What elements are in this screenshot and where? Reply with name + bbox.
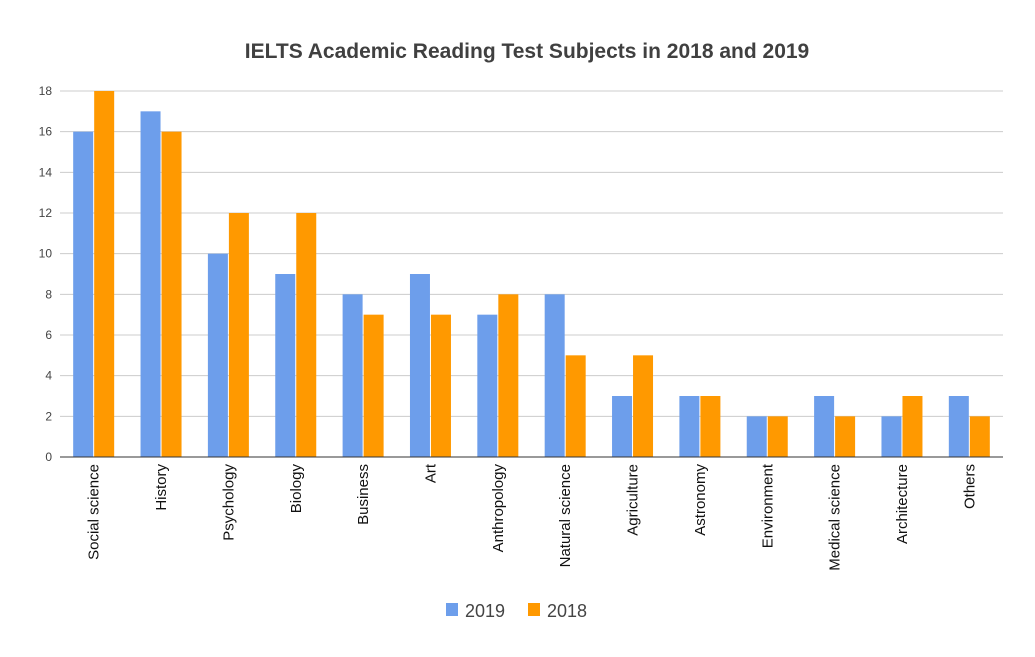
bar-2018-medical-science [835,416,856,457]
x-tick-label: Psychology [220,464,237,541]
x-tick-label: Environment [759,463,776,548]
bar-2018-natural-science [565,355,586,457]
y-tick-label: 8 [45,287,52,301]
bar-2019-medical-science [814,396,835,457]
bar-2019-art [409,274,430,457]
y-tick-label: 6 [45,328,52,342]
y-tick-label: 0 [45,450,52,464]
x-tick-label: Medical science [827,464,844,571]
bar-2019-biology [275,274,296,457]
y-tick-label: 16 [39,125,53,139]
x-tick-label: Agriculture [625,464,642,536]
legend-label-2018: 2018 [547,601,587,621]
legend-swatch-2018 [528,603,540,616]
bar-2019-business [342,294,363,457]
x-axis-ticks: Social science History Psychology Biology Bu… [86,463,979,571]
bar-2018-history [161,131,182,457]
legend-label-2019: 2019 [465,601,505,621]
bar-2018-psychology [228,213,249,457]
x-tick-label: Social science [86,464,103,560]
bar-2019-architecture [881,416,902,457]
x-tick-label: Art [422,463,439,483]
bar-2018-social-science [94,91,115,457]
bar-2018-architecture [902,396,923,457]
y-tick-label: 14 [39,165,53,179]
bar-2019-history [140,111,161,457]
x-tick-label: Others [961,464,978,509]
bar-2018-business [363,314,384,457]
x-tick-label: Biology [288,464,305,514]
legend: 2019 2018 [446,601,587,621]
bars [73,91,990,457]
bar-2018-environment [767,416,788,457]
y-tick-label: 12 [39,206,53,220]
bar-2019-social-science [73,131,94,457]
y-tick-label: 10 [39,247,53,261]
bar-2019-environment [746,416,767,457]
x-tick-label: Business [355,464,372,525]
x-tick-label: Architecture [894,464,911,544]
chart-title: IELTS Academic Reading Test Subjects in … [245,40,809,63]
x-tick-label: History [153,464,170,511]
legend-swatch-2019 [446,603,458,616]
bar-2018-biology [296,213,317,457]
bar-2019-agriculture [612,396,633,457]
y-axis-ticks: 0 2 4 6 8 10 12 14 16 18 [39,84,53,464]
bar-2018-art [430,314,451,457]
bar-2019-natural-science [544,294,565,457]
x-tick-label: Anthropology [490,464,507,553]
y-tick-label: 2 [45,409,52,423]
y-tick-label: 18 [39,84,53,98]
bar-2019-anthropology [477,314,498,457]
y-tick-label: 4 [45,369,52,383]
bar-2018-agriculture [633,355,654,457]
x-tick-label: Astronomy [692,464,709,536]
bar-2018-anthropology [498,294,519,457]
bar-2018-others [969,416,990,457]
bar-2019-astronomy [679,396,700,457]
bar-2019-psychology [207,253,228,457]
bar-2018-astronomy [700,396,721,457]
bar-2019-others [948,396,969,457]
x-tick-label: Natural science [557,464,574,567]
